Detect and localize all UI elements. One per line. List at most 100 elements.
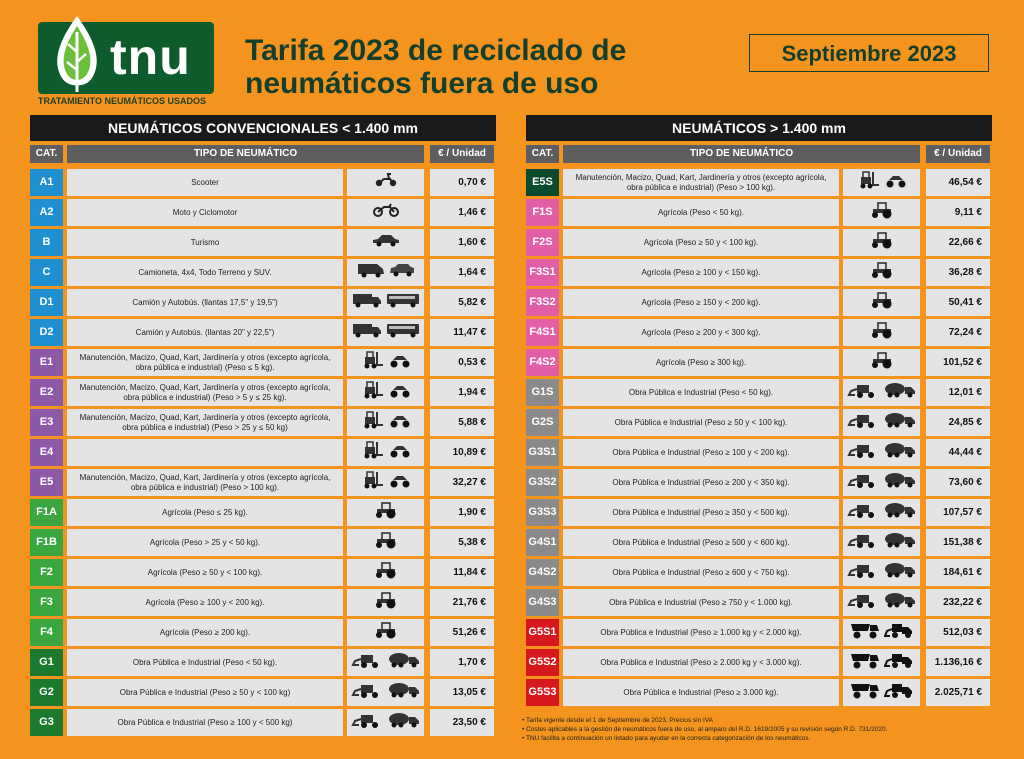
table-row: G4S2 Obra Pública e Industrial (Peso ≥ 60… <box>526 559 992 586</box>
category-code: G3 <box>30 709 63 736</box>
mixer-icon <box>883 471 917 494</box>
unit-price: 0,53 € <box>430 349 494 376</box>
table-row: G3S2 Obra Pública e Industrial (Peso ≥ 20… <box>526 469 992 496</box>
unit-price: 10,89 € <box>430 439 494 466</box>
mixer-icon <box>883 381 917 404</box>
date-badge: Septiembre 2023 <box>749 34 989 72</box>
table-row: D2 Camión y Autobús. (llantas 20" y 22,5"… <box>30 319 496 346</box>
unit-price: 1,60 € <box>430 229 494 256</box>
table-row: G3S1 Obra Pública e Industrial (Peso ≥ 10… <box>526 439 992 466</box>
table-row: E3 Manutención, Macizo, Quad, Kart, Jardi… <box>30 409 496 436</box>
category-code: G5S1 <box>526 619 559 646</box>
tractor-icon <box>373 501 399 524</box>
vehicle-icons <box>347 169 424 196</box>
category-code: E1 <box>30 349 63 376</box>
vehicle-icons <box>843 319 920 346</box>
table-row: E1 Manutención, Macizo, Quad, Kart, Jardi… <box>30 349 496 376</box>
forklift-icon <box>361 441 385 464</box>
loader-icon <box>846 471 879 494</box>
quad-icon <box>885 172 907 193</box>
forklift-icon <box>361 411 385 434</box>
vehicle-icons <box>843 649 920 676</box>
right-col-cat: CAT. <box>526 145 559 163</box>
tire-description: Turismo <box>67 229 343 256</box>
bulldozer-icon <box>883 681 914 704</box>
mixer-icon <box>883 531 917 554</box>
tractor-icon <box>373 531 399 554</box>
table-row: G5S1 Obra Pública e Industrial (Peso ≥ 1.… <box>526 619 992 646</box>
table-row: E4 10,89 € <box>30 439 496 466</box>
unit-price: 72,24 € <box>926 319 990 346</box>
vehicle-icons <box>347 649 424 676</box>
footnotes: • Tarifa vigente desde el 1 de Septiembr… <box>522 716 992 743</box>
category-code: E4 <box>30 439 63 466</box>
tire-description: Manutención, Macizo, Quad, Kart, Jardine… <box>563 169 839 196</box>
tire-description: Agrícola (Peso ≥ 150 y < 200 kg). <box>563 289 839 316</box>
vehicle-icons <box>347 469 424 496</box>
mixer-icon <box>883 591 917 614</box>
category-code: F3 <box>30 589 63 616</box>
left-col-type: TIPO DE NEUMÁTICO <box>67 145 424 163</box>
tire-description: Obra Pública e Industrial (Peso ≥ 100 y … <box>67 709 343 736</box>
mixer-icon <box>387 681 421 704</box>
vehicle-icons <box>347 319 424 346</box>
forklift-icon <box>361 381 385 404</box>
unit-price: 50,41 € <box>926 289 990 316</box>
mixer-icon <box>883 561 917 584</box>
tire-description: Obra Pública e Industrial (Peso ≥ 200 y … <box>563 469 839 496</box>
table-row: A2 Moto y Ciclomotor 1,46 € <box>30 199 496 226</box>
table-row: G5S3 Obra Pública e Industrial (Peso ≥ 3.… <box>526 679 992 706</box>
vehicle-icons <box>347 439 424 466</box>
tire-description: Manutención, Macizo, Quad, Kart, Jardine… <box>67 409 343 436</box>
loader-icon <box>846 531 879 554</box>
vehicle-icons <box>843 589 920 616</box>
dumper-icon <box>850 681 880 704</box>
unit-price: 107,57 € <box>926 499 990 526</box>
vehicle-icons <box>843 499 920 526</box>
table-row: F1A Agrícola (Peso ≤ 25 kg). 1,90 € <box>30 499 496 526</box>
vehicle-icons <box>843 559 920 586</box>
tire-description: Obra Pública e Industrial (Peso ≥ 100 y … <box>563 439 839 466</box>
vehicle-icons <box>843 529 920 556</box>
tire-description: Obra Pública e Industrial (Peso ≥ 1.000 … <box>563 619 839 646</box>
loader-icon <box>846 591 879 614</box>
bus-icon <box>386 292 420 313</box>
van-icon <box>357 262 385 283</box>
unit-price: 22,66 € <box>926 229 990 256</box>
tire-description: Moto y Ciclomotor <box>67 199 343 226</box>
vehicle-icons <box>347 709 424 736</box>
unit-price: 1,64 € <box>430 259 494 286</box>
tire-description: Obra Pública e Industrial (Peso ≥ 500 y … <box>563 529 839 556</box>
category-code: E5S <box>526 169 559 196</box>
quad-icon <box>389 382 411 403</box>
category-code: G2 <box>30 679 63 706</box>
vehicle-icons <box>347 229 424 256</box>
loader-icon <box>846 561 879 584</box>
table-row: G4S3 Obra Pública e Industrial (Peso ≥ 75… <box>526 589 992 616</box>
title-line-2: neumáticos fuera de uso <box>245 67 599 100</box>
tire-description: Agrícola (Peso ≥ 50 y < 100 kg). <box>67 559 343 586</box>
vehicle-icons <box>843 409 920 436</box>
brand-subtitle: TRATAMIENTO NEUMÁTICOS USADOS <box>38 96 206 106</box>
table-row: E5S Manutención, Macizo, Quad, Kart, Jard… <box>526 169 992 196</box>
category-code: F1A <box>30 499 63 526</box>
loader-icon <box>350 711 383 734</box>
unit-price: 232,22 € <box>926 589 990 616</box>
table-row: E2 Manutención, Macizo, Quad, Kart, Jardi… <box>30 379 496 406</box>
leaf-icon <box>57 16 97 92</box>
bulldozer-icon <box>883 621 914 644</box>
mixer-icon <box>883 441 917 464</box>
table-row: F3S1 Agrícola (Peso ≥ 100 y < 150 kg). 36,… <box>526 259 992 286</box>
table-row: G1 Obra Pública e Industrial (Peso < 50 k… <box>30 649 496 676</box>
tire-description: Manutención, Macizo, Quad, Kart, Jardine… <box>67 349 343 376</box>
table-row: G1S Obra Pública e Industrial (Peso < 50 … <box>526 379 992 406</box>
unit-price: 1,94 € <box>430 379 494 406</box>
unit-price: 44,44 € <box>926 439 990 466</box>
forklift-icon <box>361 471 385 494</box>
unit-price: 51,26 € <box>430 619 494 646</box>
tractor-icon <box>869 291 895 314</box>
unit-price: 9,11 € <box>926 199 990 226</box>
tire-description: Obra Pública e Industrial (Peso ≥ 600 y … <box>563 559 839 586</box>
category-code: F1S <box>526 199 559 226</box>
right-col-price: € / Unidad <box>926 145 990 163</box>
